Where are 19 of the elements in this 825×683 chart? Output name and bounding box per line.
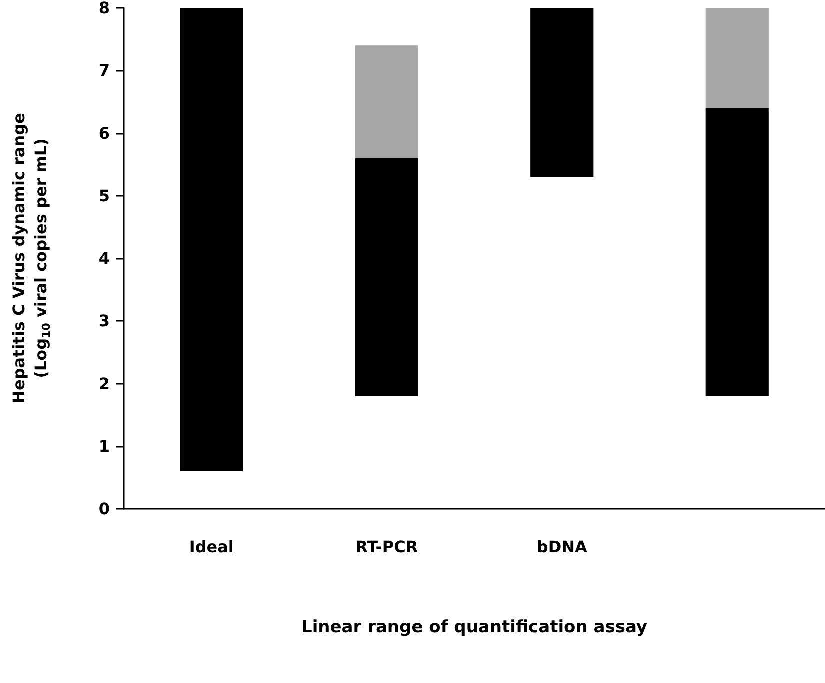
bar	[706, 8, 769, 108]
bar	[706, 108, 769, 396]
y-tick-label: 0	[98, 500, 110, 518]
y-tick-label: 1	[98, 436, 110, 456]
y-tick-label: 4	[98, 249, 110, 268]
x-axis-title: Linear range of quantification assay	[302, 618, 648, 638]
y-tick-label: 5	[98, 186, 110, 206]
y-tick-label: 2	[98, 374, 110, 394]
bar	[355, 46, 418, 158]
y-tick-label: 3	[98, 312, 110, 331]
bar	[530, 8, 594, 178]
y-tick-label: 8	[98, 0, 110, 18]
x-tick-label: RT-PCR	[356, 538, 418, 556]
x-tick-label: bDNA	[536, 538, 588, 556]
y-tick-label: 6	[98, 124, 110, 143]
x-tick-label: Ideal	[189, 538, 234, 556]
bar	[355, 158, 418, 396]
y-tick-label: 7	[98, 61, 110, 80]
bar	[180, 8, 244, 472]
